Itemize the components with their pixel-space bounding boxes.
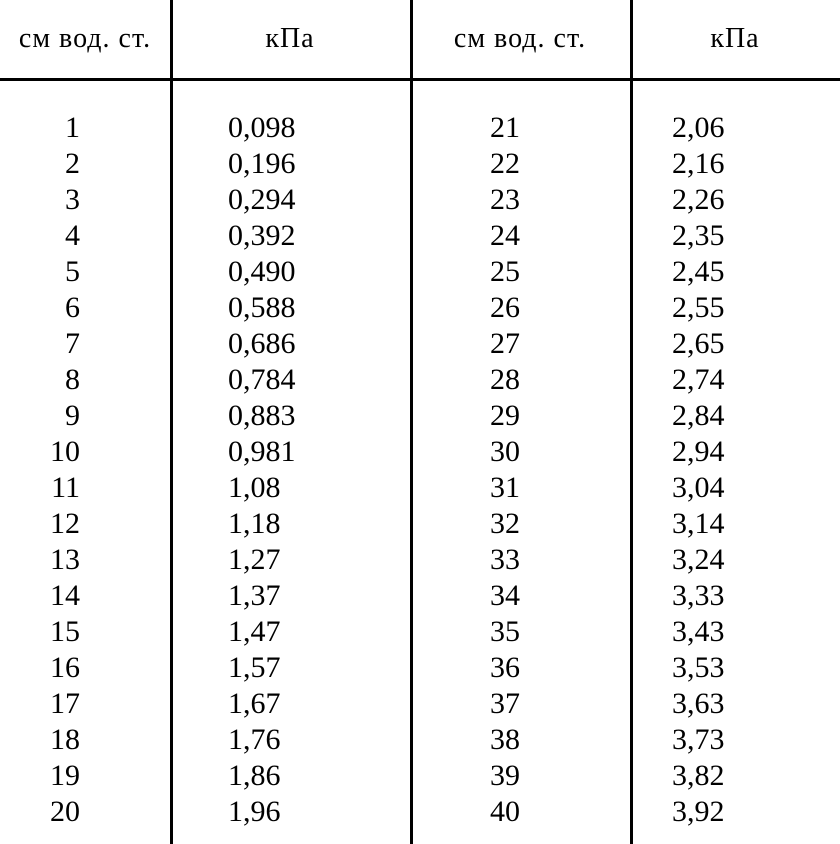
cell-cm1: 18 (0, 722, 170, 758)
cell-kpa1: 0,294 (170, 182, 410, 218)
cell-cm1: 13 (0, 542, 170, 578)
col-rule-2 (410, 0, 413, 844)
cell-kpa1: 1,27 (170, 542, 410, 578)
cell-cm1: 4 (0, 218, 170, 254)
cell-kpa1: 1,76 (170, 722, 410, 758)
cell-cm2: 36 (410, 650, 630, 686)
cell-cm2: 29 (410, 398, 630, 434)
cell-kpa2: 2,45 (630, 254, 840, 290)
cell-cm2: 37 (410, 686, 630, 722)
cell-kpa1: 0,392 (170, 218, 410, 254)
col-rule-1 (170, 0, 173, 844)
cell-cm2: 38 (410, 722, 630, 758)
cell-cm2: 28 (410, 362, 630, 398)
cell-kpa1: 1,86 (170, 758, 410, 794)
cell-kpa2: 3,73 (630, 722, 840, 758)
conversion-table: см вод. ст. кПа см вод. ст. кПа 12345678… (0, 0, 840, 844)
cell-cm1: 20 (0, 794, 170, 830)
col-header-kpa2: кПа (630, 23, 840, 55)
cell-kpa2: 2,65 (630, 326, 840, 362)
cell-cm1: 12 (0, 506, 170, 542)
cell-kpa2: 3,24 (630, 542, 840, 578)
cell-kpa2: 2,55 (630, 290, 840, 326)
cell-cm1: 5 (0, 254, 170, 290)
cell-kpa1: 1,57 (170, 650, 410, 686)
cell-cm2: 40 (410, 794, 630, 830)
cell-cm1: 8 (0, 362, 170, 398)
cell-cm1: 15 (0, 614, 170, 650)
cell-kpa2: 2,06 (630, 110, 840, 146)
header-rule (0, 78, 840, 81)
cell-cm1: 1 (0, 110, 170, 146)
cell-kpa1: 1,37 (170, 578, 410, 614)
col-header-cm1: см вод. ст. (0, 23, 170, 55)
cell-kpa2: 3,33 (630, 578, 840, 614)
cell-cm2: 26 (410, 290, 630, 326)
cell-cm1: 11 (0, 470, 170, 506)
cell-kpa1: 1,67 (170, 686, 410, 722)
cell-kpa2: 2,26 (630, 182, 840, 218)
table-body: 1234567891011121314151617181920 0,0980,1… (0, 78, 840, 830)
cell-cm2: 25 (410, 254, 630, 290)
cell-cm2: 33 (410, 542, 630, 578)
cell-cm2: 32 (410, 506, 630, 542)
col-rule-3 (630, 0, 633, 844)
table-header: см вод. ст. кПа см вод. ст. кПа (0, 0, 840, 78)
cell-kpa1: 0,686 (170, 326, 410, 362)
cell-kpa2: 3,82 (630, 758, 840, 794)
cell-cm1: 9 (0, 398, 170, 434)
cell-cm2: 34 (410, 578, 630, 614)
col-kpa2: 2,062,162,262,352,452,552,652,742,842,94… (630, 110, 840, 830)
cell-kpa1: 0,883 (170, 398, 410, 434)
cell-cm1: 7 (0, 326, 170, 362)
col-kpa1: 0,0980,1960,2940,3920,4900,5880,6860,784… (170, 110, 410, 830)
cell-kpa2: 3,92 (630, 794, 840, 830)
cell-kpa2: 3,63 (630, 686, 840, 722)
cell-cm1: 17 (0, 686, 170, 722)
cell-kpa1: 0,588 (170, 290, 410, 326)
cell-kpa2: 3,53 (630, 650, 840, 686)
cell-kpa1: 0,196 (170, 146, 410, 182)
cell-kpa2: 2,74 (630, 362, 840, 398)
cell-kpa1: 1,08 (170, 470, 410, 506)
cell-cm2: 23 (410, 182, 630, 218)
cell-cm2: 24 (410, 218, 630, 254)
cell-kpa2: 2,84 (630, 398, 840, 434)
cell-cm1: 10 (0, 434, 170, 470)
cell-kpa2: 2,94 (630, 434, 840, 470)
col-header-kpa1: кПа (170, 23, 410, 55)
cell-kpa1: 1,96 (170, 794, 410, 830)
cell-cm2: 39 (410, 758, 630, 794)
cell-kpa2: 3,43 (630, 614, 840, 650)
col-cm2: 2122232425262728293031323334353637383940 (410, 110, 630, 830)
cell-cm1: 19 (0, 758, 170, 794)
cell-cm2: 31 (410, 470, 630, 506)
cell-cm1: 16 (0, 650, 170, 686)
cell-cm2: 30 (410, 434, 630, 470)
cell-kpa1: 1,18 (170, 506, 410, 542)
cell-kpa2: 2,16 (630, 146, 840, 182)
cell-cm2: 27 (410, 326, 630, 362)
cell-kpa2: 3,04 (630, 470, 840, 506)
cell-cm2: 21 (410, 110, 630, 146)
cell-kpa1: 0,784 (170, 362, 410, 398)
cell-cm1: 6 (0, 290, 170, 326)
cell-cm1: 3 (0, 182, 170, 218)
cell-kpa2: 2,35 (630, 218, 840, 254)
cell-cm1: 14 (0, 578, 170, 614)
cell-kpa1: 0,981 (170, 434, 410, 470)
cell-kpa1: 0,490 (170, 254, 410, 290)
cell-kpa1: 0,098 (170, 110, 410, 146)
cell-cm2: 35 (410, 614, 630, 650)
cell-kpa1: 1,47 (170, 614, 410, 650)
col-cm1: 1234567891011121314151617181920 (0, 110, 170, 830)
cell-cm2: 22 (410, 146, 630, 182)
cell-kpa2: 3,14 (630, 506, 840, 542)
cell-cm1: 2 (0, 146, 170, 182)
col-header-cm2: см вод. ст. (410, 23, 630, 55)
